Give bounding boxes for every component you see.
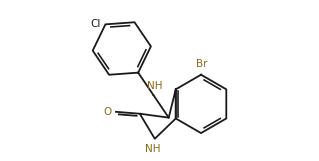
Text: Br: Br — [196, 59, 207, 69]
Text: NH: NH — [147, 81, 162, 91]
Text: NH: NH — [145, 144, 161, 154]
Text: O: O — [103, 107, 112, 117]
Text: Cl: Cl — [90, 19, 100, 29]
